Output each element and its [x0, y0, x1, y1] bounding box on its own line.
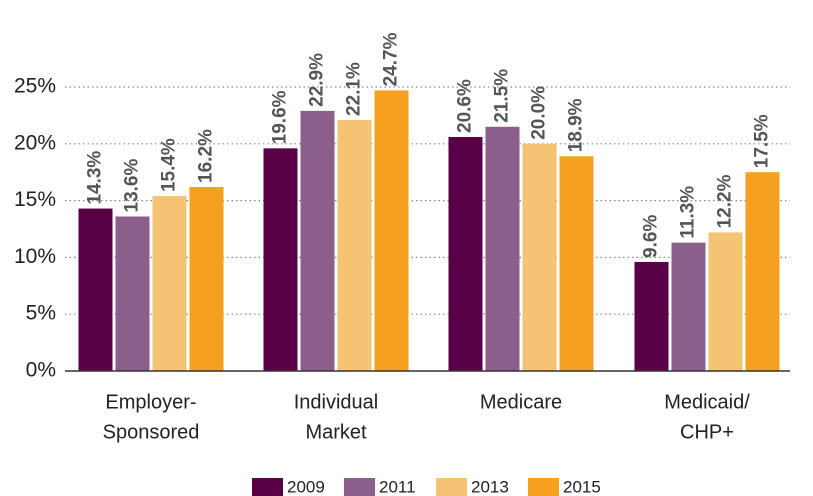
value-label: 20.6% — [455, 79, 476, 133]
x-tick-label: Employer- — [105, 391, 196, 413]
value-label: 16.2% — [196, 129, 217, 183]
value-label: 19.6% — [270, 90, 291, 144]
value-label: 24.7% — [381, 32, 402, 86]
value-label: 12.2% — [715, 174, 736, 228]
bar — [115, 216, 150, 371]
legend-swatch — [528, 478, 559, 496]
value-label: 14.3% — [85, 151, 106, 205]
bar — [634, 261, 669, 371]
value-label: 21.5% — [492, 69, 513, 123]
bar — [374, 90, 409, 372]
value-label: 13.6% — [122, 159, 143, 213]
value-label: 18.9% — [566, 98, 587, 152]
x-tick-label: Individual — [294, 391, 379, 413]
x-tick-label: Medicaid/ — [664, 391, 750, 413]
legend-label: 2015 — [563, 477, 601, 496]
bar — [152, 196, 187, 371]
bar — [448, 136, 483, 371]
y-tick-label: 0% — [26, 359, 56, 382]
bar — [745, 172, 780, 371]
x-tick-label: Medicare — [480, 391, 562, 413]
bar — [300, 110, 335, 371]
bar — [708, 232, 743, 371]
bar — [189, 186, 224, 371]
value-label: 22.1% — [344, 62, 365, 116]
value-label: 11.3% — [678, 186, 699, 239]
y-tick-label: 5% — [26, 302, 56, 325]
legend-label: 2011 — [379, 477, 416, 496]
legend-swatch — [344, 478, 375, 496]
value-label: 17.5% — [752, 114, 773, 168]
bar — [522, 143, 557, 371]
bar — [485, 126, 520, 371]
y-tick-label: 25% — [14, 75, 56, 98]
value-label: 20.0% — [529, 86, 550, 140]
y-tick-label: 15% — [14, 188, 56, 211]
legend-swatch — [252, 478, 283, 496]
bar — [263, 148, 298, 371]
x-tick-label: Market — [305, 421, 367, 443]
legend-label: 2013 — [471, 477, 509, 496]
bar — [559, 156, 594, 371]
x-tick-label: CHP+ — [680, 421, 734, 443]
bar — [671, 242, 706, 371]
x-tick-label: Sponsored — [103, 421, 200, 443]
value-label: 22.9% — [307, 53, 328, 107]
value-label: 15.4% — [159, 138, 180, 192]
legend-label: 2009 — [287, 477, 325, 496]
y-tick-label: 10% — [14, 245, 56, 268]
bar — [78, 208, 113, 371]
legend-swatch — [436, 478, 467, 496]
y-tick-label: 20% — [14, 131, 56, 154]
bar — [337, 119, 372, 371]
value-label: 9.6% — [641, 215, 662, 258]
